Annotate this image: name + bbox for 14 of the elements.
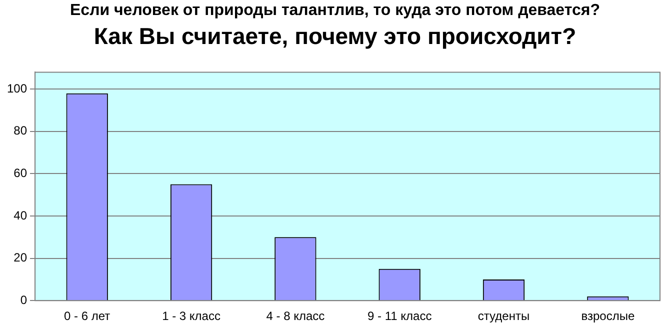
x-tick-label: взрослые [581, 309, 635, 324]
y-tick-label: 100 [6, 81, 28, 96]
x-tick-label: 4 - 8 класс [266, 309, 325, 324]
y-tick-label: 80 [14, 124, 28, 138]
x-tick-label: студенты [478, 309, 530, 324]
x-tick-label: 0 - 6 лет [64, 309, 111, 324]
y-tick-label: 60 [14, 166, 28, 180]
x-tick-label: 1 - 3 класс [162, 309, 220, 324]
chart-title: Если человек от природы талантлив, то куда это потом девается? [69, 2, 601, 20]
y-tick-label: 0 [20, 292, 28, 307]
y-tick-label: 40 [14, 208, 28, 222]
chart-subtitle: Как Вы считаете, почему это происходит? [92, 23, 578, 50]
y-tick-label: 20 [14, 250, 28, 265]
x-tick-label: 9 - 11 класс [367, 309, 432, 324]
